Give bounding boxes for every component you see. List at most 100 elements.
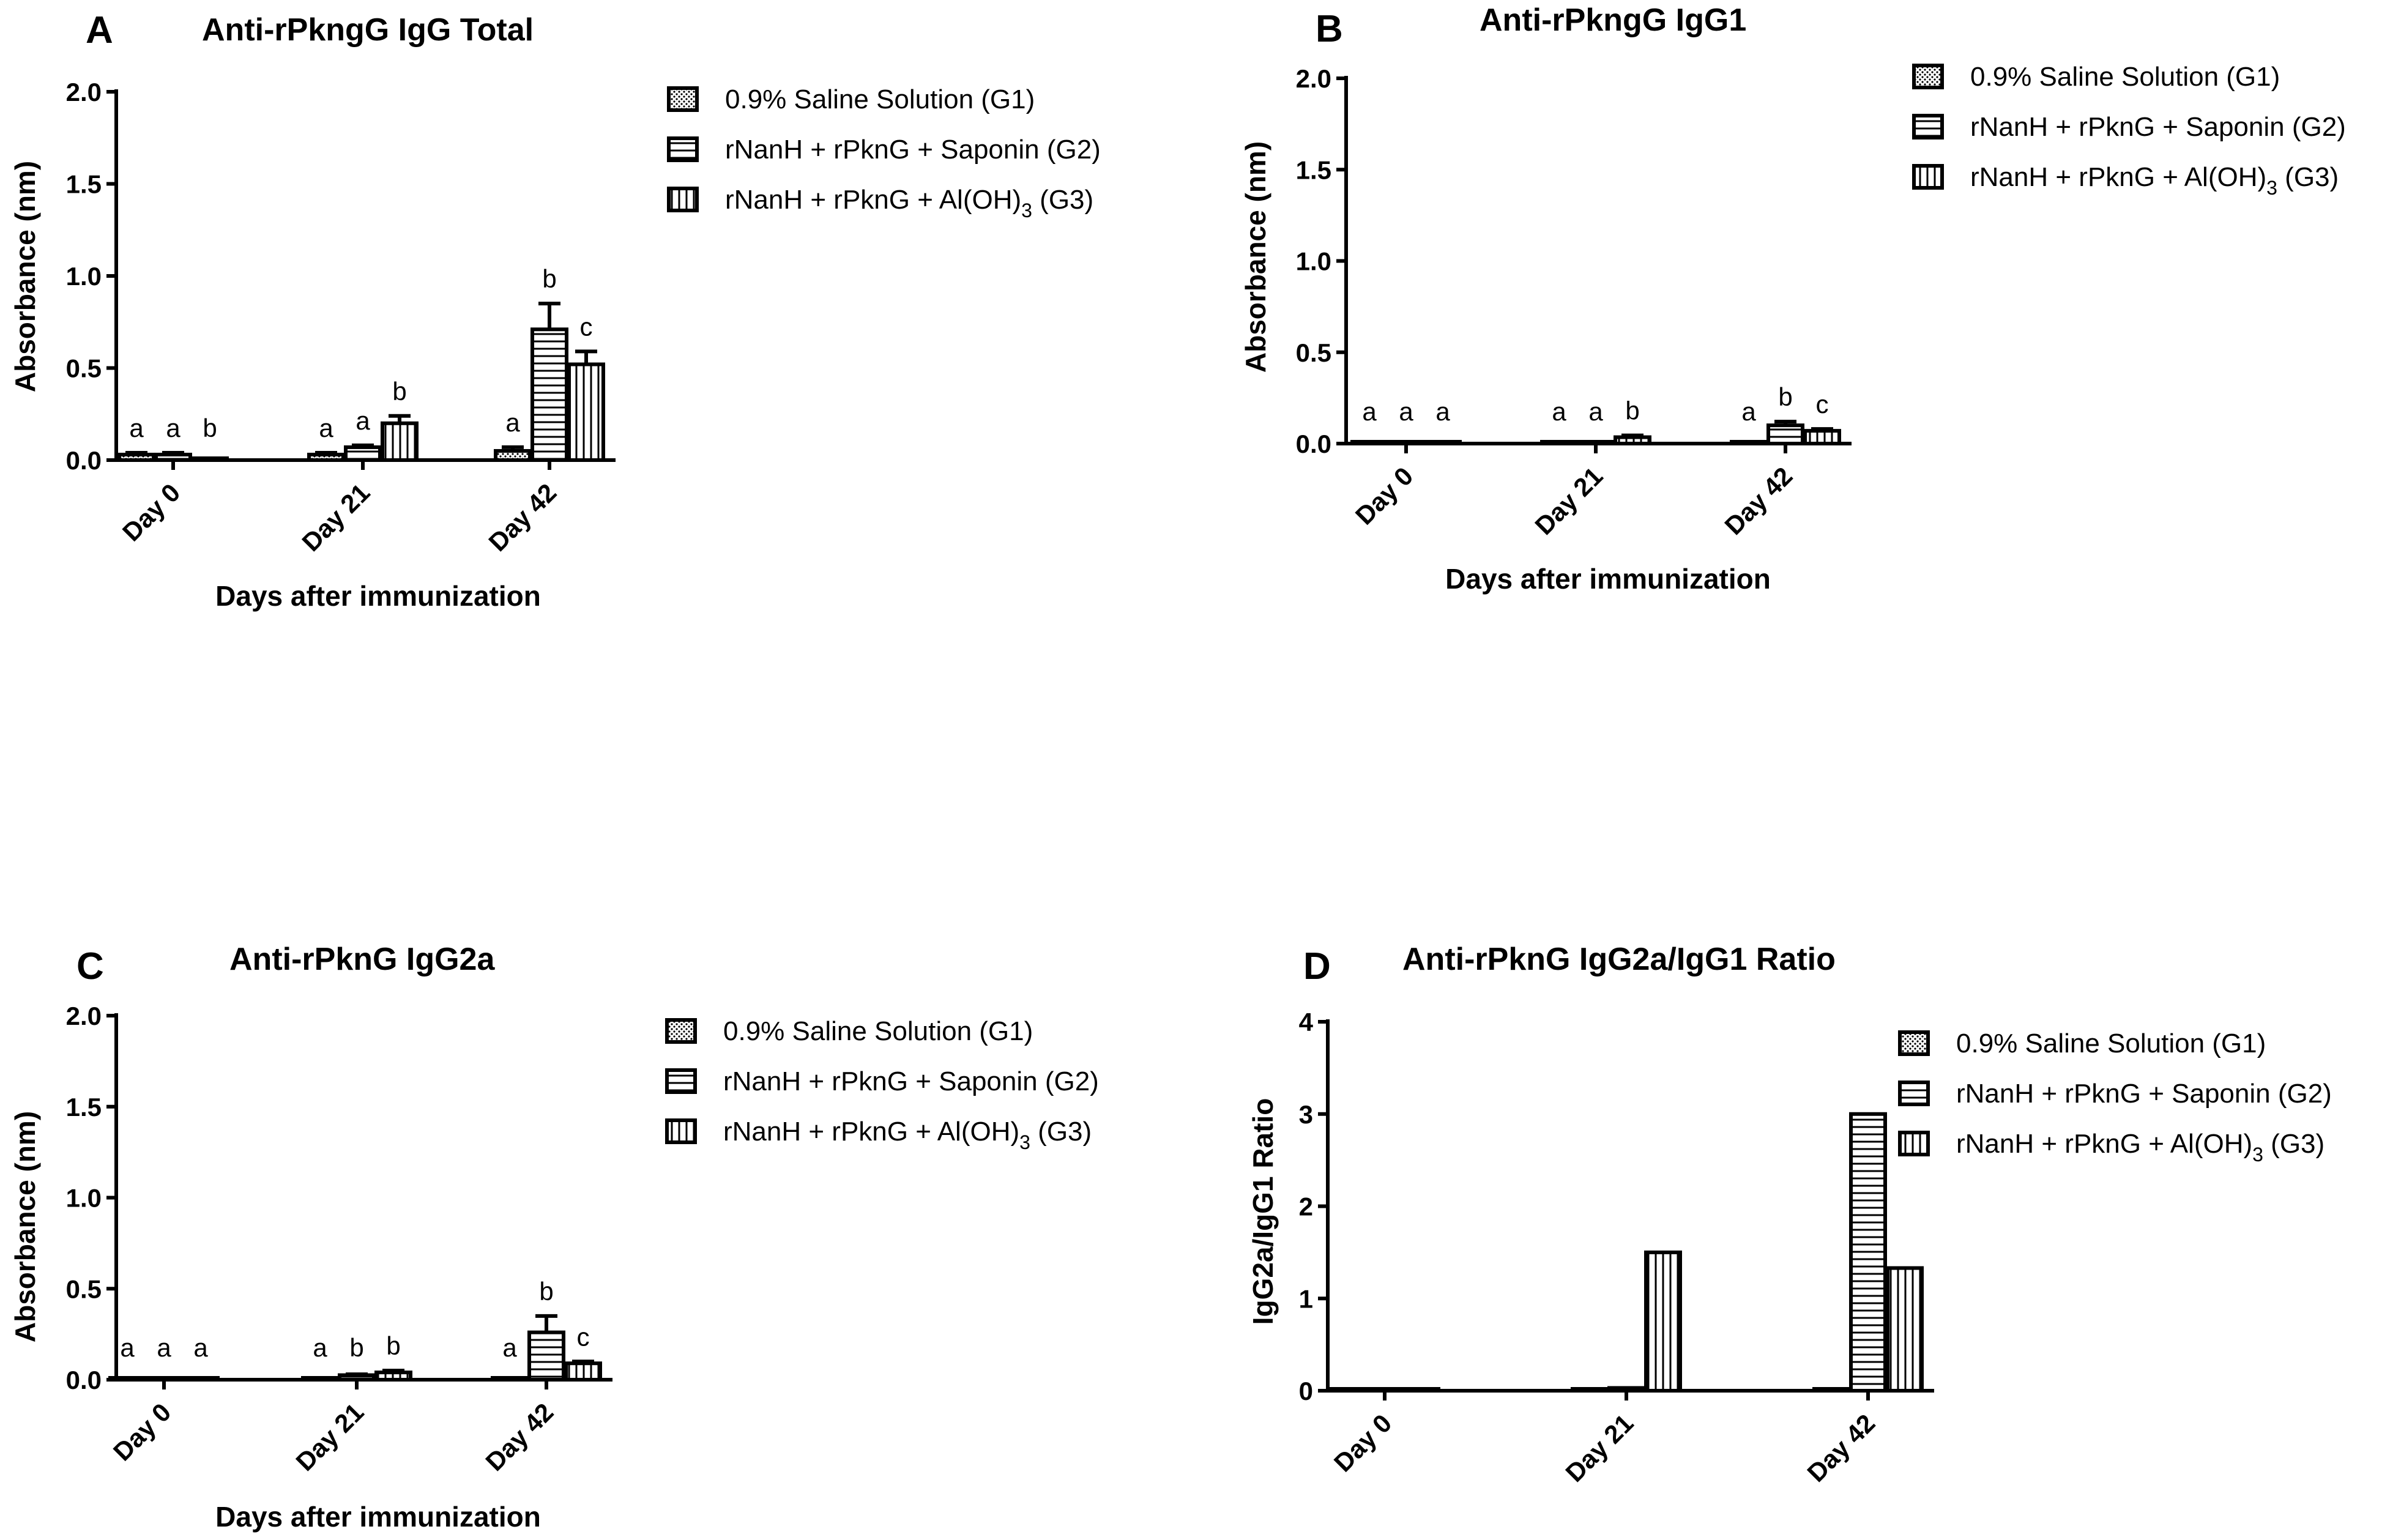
significance-letter-c: b (539, 1277, 553, 1306)
x-tick-label-c: Day 0 (108, 1397, 176, 1466)
legend-label-d-g1: 0.9% Saline Solution (G1) (1956, 1029, 2266, 1058)
y-tick-label-b: 1.0 (1296, 247, 1331, 276)
bar-b-g1-day21 (1540, 440, 1578, 445)
bar-d-g1-day21 (1571, 1387, 1609, 1393)
legend-swatch-a-g1 (667, 86, 699, 112)
legend-swatch-d-g3 (1898, 1131, 1930, 1156)
bar-d-g3-day0 (1402, 1387, 1440, 1393)
bar-a-g3-day42 (567, 362, 605, 462)
y-tick-label-d: 4 (1299, 1008, 1314, 1036)
panel-label-b: B (1316, 8, 1343, 50)
legend-label-a-g1: 0.9% Saline Solution (G1) (725, 84, 1035, 114)
significance-letter-b: b (1625, 396, 1639, 425)
x-tick-label-d: Day 42 (1801, 1408, 1880, 1487)
x-tick-label-c: Day 42 (480, 1397, 559, 1476)
significance-letter-c: c (577, 1322, 590, 1351)
y-tick-label-a: 0.5 (66, 354, 102, 383)
legend-swatch-d-g2 (1898, 1081, 1930, 1106)
significance-letter-a: b (542, 264, 556, 293)
legend-label-a-g3: rNanH + rPknG + Al(OH)3 (G3) (725, 185, 1093, 221)
significance-letter-b: a (1399, 397, 1413, 426)
x-tick-label-c: Day 21 (290, 1397, 369, 1476)
significance-letter-a: a (355, 406, 370, 435)
bar-b-g3-day21 (1614, 435, 1651, 445)
legend-label-b-g3: rNanH + rPknG + Al(OH)3 (G3) (1970, 162, 2339, 199)
significance-letter-a: c (580, 312, 593, 341)
y-axis-label-b: Absorbance (nm) (1240, 141, 1271, 373)
x-axis-label-a: Days after immunization (215, 580, 541, 612)
bar-b-g2-day21 (1577, 440, 1615, 445)
plot-area-d: 0 1 2 3 4 Day 0 Day 21 Day 42 (1299, 1008, 1934, 1487)
y-tick-label-b: 2.0 (1296, 64, 1331, 93)
bar-b-g2-day42 (1766, 423, 1804, 446)
y-tick-label-a: 1.5 (66, 170, 102, 199)
bar-a-g2-day0 (154, 452, 192, 462)
y-tick-label-c: 1.0 (66, 1184, 102, 1213)
bar-d-g2-day42 (1849, 1112, 1887, 1393)
significance-letter-a: a (129, 414, 144, 442)
significance-letter-c: a (193, 1333, 208, 1362)
legend-label-a-g2: rNanH + rPknG + Saponin (G2) (725, 135, 1101, 165)
bar-a-g1-day21 (307, 452, 345, 462)
bar-d-g2-day0 (1366, 1387, 1404, 1393)
legend-label-c-g3: rNanH + rPknG + Al(OH)3 (G3) (723, 1117, 1092, 1153)
bar-a-g2-day21 (344, 445, 382, 462)
bar-b-g1-day0 (1350, 440, 1388, 445)
legend-label-d-g3: rNanH + rPknG + Al(OH)3 (G3) (1956, 1129, 2325, 1166)
bar-c-g1-day0 (108, 1376, 146, 1382)
y-tick-label-c: 0.0 (66, 1366, 102, 1394)
x-axis-label-b: Days after immunization (1445, 563, 1771, 595)
y-axis-label-c: Absorbance (nm) (9, 1111, 41, 1342)
bar-c-g1-day42 (491, 1376, 529, 1382)
significance-letter-a: b (203, 414, 217, 442)
y-tick-label-b: 1.5 (1296, 155, 1331, 184)
panel-label-a: A (86, 9, 113, 51)
significance-letter-c: a (120, 1333, 135, 1362)
bar-b-g3-day42 (1803, 429, 1841, 445)
bar-d-g3-day42 (1886, 1266, 1924, 1393)
legend-swatch-b-g3 (1912, 164, 1944, 190)
significance-letter-b: a (1552, 397, 1566, 426)
legend-swatch-c-g1 (665, 1018, 697, 1044)
legend-label-c-g1: 0.9% Saline Solution (G1) (723, 1016, 1033, 1046)
bar-d-g1-day0 (1329, 1387, 1367, 1393)
panel-label-d: D (1303, 945, 1331, 988)
bar-b-g1-day42 (1730, 440, 1768, 445)
x-tick-label-d: Day 0 (1328, 1408, 1397, 1477)
chart-title-c: Anti-rPknG IgG2a (229, 942, 495, 977)
legend-label-b-g1: 0.9% Saline Solution (G1) (1970, 62, 2280, 92)
bar-a-g3-day21 (381, 421, 419, 462)
panel-c: C Anti-rPknG IgG2a Absorbance (nm) Days … (9, 942, 1099, 1533)
bar-d-g3-day21 (1644, 1250, 1682, 1393)
y-tick-label-c: 1.5 (66, 1093, 102, 1122)
legend-swatch-d-g1 (1898, 1030, 1930, 1056)
significance-letter-b: a (1741, 397, 1756, 426)
chart-title-d: Anti-rPknG IgG2a/IgG1 Ratio (1402, 942, 1836, 977)
bar-a-g2-day42 (530, 327, 568, 462)
bar-c-g2-day0 (145, 1376, 183, 1382)
x-tick-label-b: Day 21 (1529, 461, 1608, 540)
legend-label-b-g2: rNanH + rPknG + Saponin (G2) (1970, 112, 2346, 142)
bar-a-g3-day0 (191, 456, 229, 462)
y-tick-label-b: 0.0 (1296, 430, 1331, 458)
legend-swatch-b-g1 (1912, 64, 1944, 89)
bar-c-g3-day42 (564, 1361, 602, 1382)
x-tick-label-a: Day 21 (296, 478, 375, 557)
significance-letter-c: b (349, 1333, 363, 1362)
x-axis-label-c: Days after immunization (215, 1501, 541, 1533)
y-tick-label-a: 1.0 (66, 262, 102, 291)
y-tick-label-c: 0.5 (66, 1274, 102, 1303)
bar-d-g1-day42 (1812, 1387, 1850, 1393)
chart-title-b: Anti-rPkngG IgG1 (1480, 2, 1746, 38)
x-tick-label-a: Day 42 (483, 478, 562, 557)
significance-letter-b: a (1588, 397, 1603, 426)
x-tick-label-b: Day 0 (1350, 461, 1418, 530)
bar-a-g1-day42 (494, 448, 532, 463)
legend-swatch-a-g3 (667, 187, 699, 212)
y-tick-label-d: 3 (1299, 1100, 1313, 1129)
y-tick-label-d: 0 (1299, 1377, 1313, 1405)
bar-c-g1-day21 (301, 1376, 339, 1382)
significance-letter-c: b (386, 1331, 400, 1360)
